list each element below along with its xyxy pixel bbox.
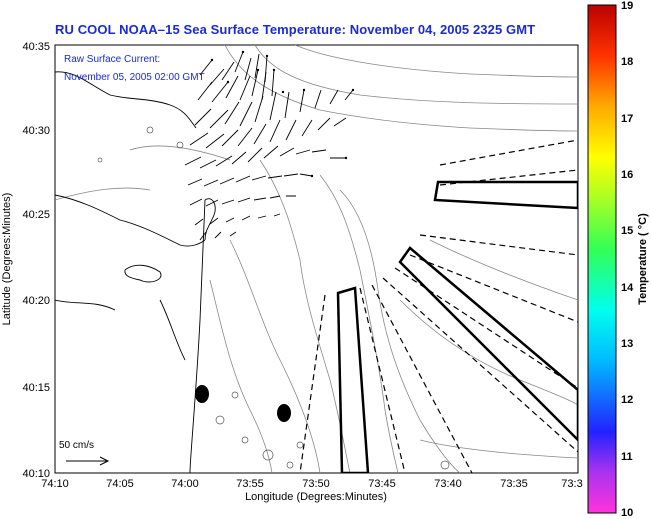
lat-tick: 40:20: [22, 295, 50, 307]
lat-tick: 40:25: [22, 209, 50, 221]
lat-tick: 40:30: [22, 125, 50, 137]
station-dot: [195, 385, 209, 403]
y-axis-label: Latitude (Degrees:Minutes): [1, 193, 13, 326]
lon-tick: 73:50: [302, 478, 330, 490]
colorbar-label: Temperature ( °C): [637, 213, 649, 305]
map-content: [55, 45, 578, 473]
colorbar-tick: 19: [621, 0, 633, 12]
lon-tick: 73:3: [561, 478, 582, 490]
lon-tick: 74:00: [171, 478, 199, 490]
lat-tick: 40:15: [22, 382, 50, 394]
lat-tick: 40:35: [22, 41, 50, 53]
colorbar-tick: 11: [621, 451, 633, 463]
colorbar-tick: 16: [621, 169, 633, 181]
colorbar-tick: 17: [621, 113, 633, 125]
current-label: Raw Surface Current:: [64, 54, 160, 65]
colorbar-tick: 10: [621, 507, 633, 519]
colorbar-tick: 15: [621, 225, 633, 237]
colorbar-tick: 14: [621, 282, 634, 294]
map-title: RU COOL NOAA–15 Sea Surface Temperature:…: [55, 22, 536, 37]
small-contours: [97, 126, 450, 470]
lat-tick-labels: 40:35 40:30 40:25 40:20 40:15 40:10: [22, 41, 50, 480]
colorbar-tick: 12: [621, 394, 633, 406]
vector-heads: [210, 50, 355, 178]
colorbar-tick: 18: [621, 56, 633, 68]
surface-current-vectors: [184, 51, 354, 241]
lon-tick: 73:40: [434, 478, 462, 490]
colorbar-ticks: 19 18 17 16 15 14 13 12 11 10: [621, 0, 634, 519]
current-date: November 05, 2005 02:00 GMT: [64, 72, 205, 83]
dashed-transects: [299, 139, 578, 473]
scale-label: 50 cm/s: [59, 440, 94, 451]
transect-boxes: [336, 180, 578, 473]
x-axis-label: Longitude (Degrees:Minutes): [245, 491, 387, 503]
lat-tick: 40:10: [22, 468, 50, 480]
lon-tick-labels: 74:10 74:05 74:00 73:55 73:50 73:45 73:4…: [41, 478, 582, 490]
scale-arrow: [66, 456, 110, 466]
colorbar: [587, 4, 617, 514]
lon-tick: 74:05: [106, 478, 134, 490]
lon-tick: 73:35: [500, 478, 528, 490]
colorbar-tick: 13: [621, 338, 633, 350]
station-dot: [277, 404, 291, 422]
lon-tick: 73:55: [236, 478, 264, 490]
lon-tick: 73:45: [368, 478, 396, 490]
lon-tick: 74:10: [41, 478, 69, 490]
map-frame: [54, 44, 579, 474]
